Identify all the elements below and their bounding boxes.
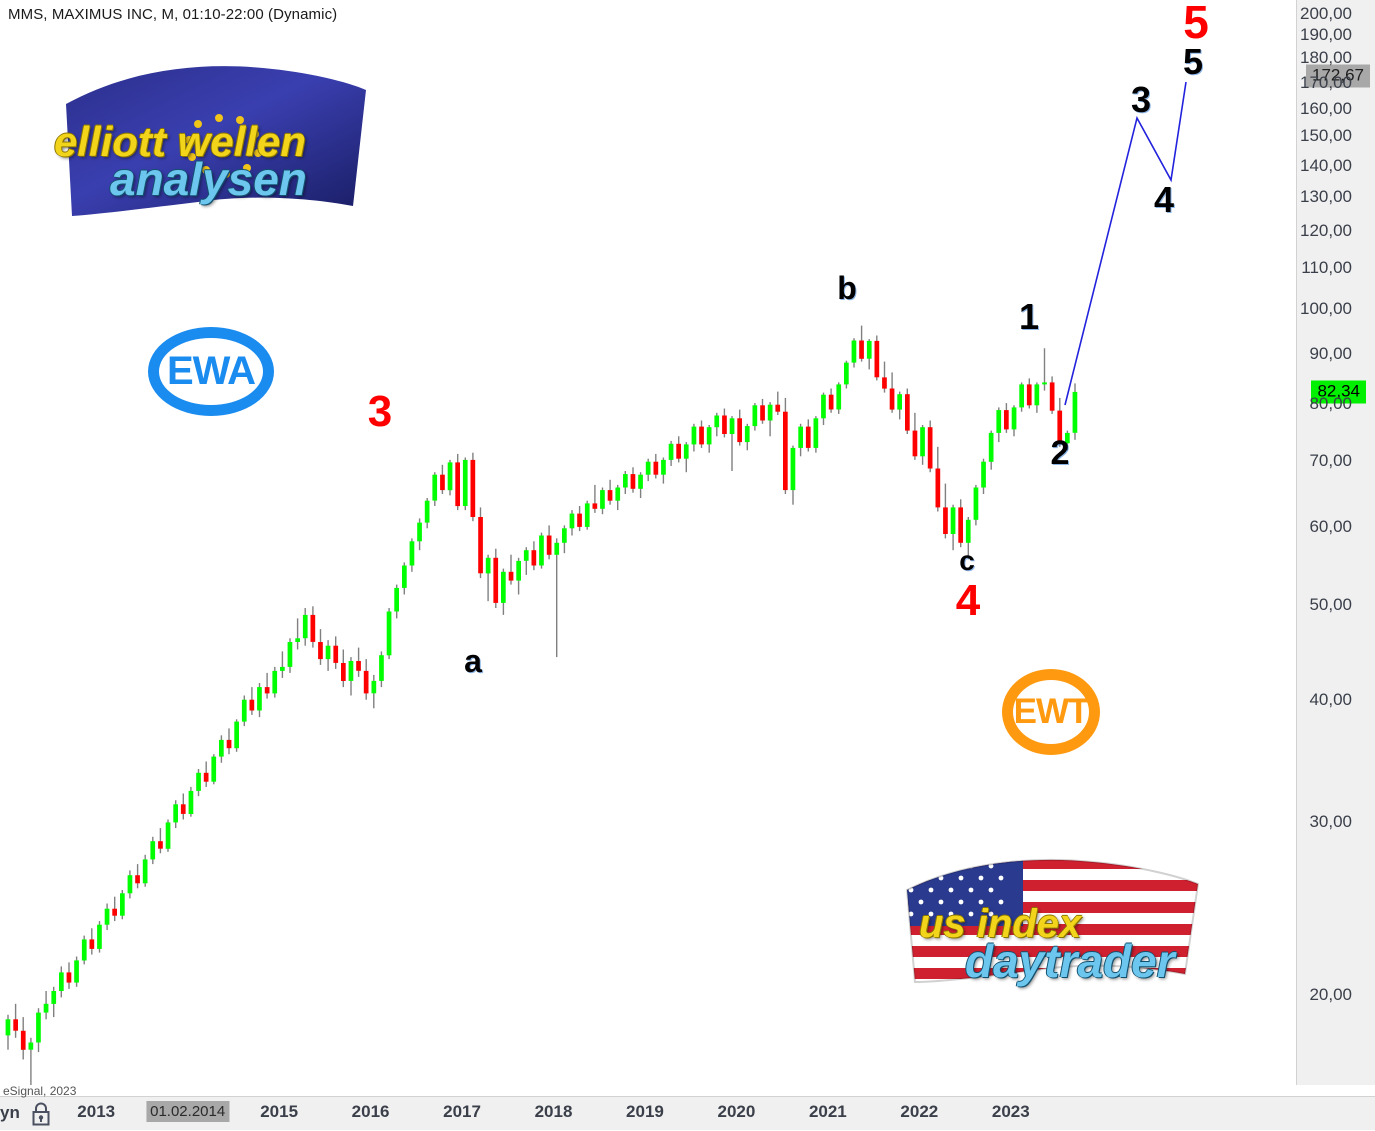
chart-title: MMS, MAXIMUS INC, M, 01:10-22:00 (Dynami… bbox=[8, 6, 338, 23]
price-tick: 160,00 bbox=[1300, 98, 1352, 118]
price-tick: 70,00 bbox=[1309, 451, 1352, 471]
wave-label-4: 4 bbox=[1153, 179, 1175, 220]
elliott-wellen-analysen-logo: elliott wellen analysen bbox=[48, 56, 378, 224]
axis-sync-label: yn bbox=[0, 1103, 20, 1122]
date-tick: 2018 bbox=[534, 1102, 573, 1121]
wave-label-3: 3 bbox=[367, 387, 393, 436]
price-tick: 20,00 bbox=[1309, 985, 1352, 1005]
price-axis[interactable]: 172,67 82,34 200,00 190,00 180,00 170,00 160… bbox=[1296, 0, 1375, 1085]
date-tick: 2021 bbox=[808, 1102, 847, 1121]
wave-label-1: 1 bbox=[1018, 296, 1040, 337]
date-tick: 2022 bbox=[900, 1102, 939, 1121]
ewa-logo-line1: elliott wellen bbox=[54, 118, 307, 165]
wave-label-3: 3 bbox=[1130, 79, 1152, 120]
wave-label-5: 5 bbox=[1182, 41, 1204, 82]
wave-label-4: 4 bbox=[955, 576, 981, 625]
ewa-badge: EWA bbox=[148, 327, 274, 416]
ewa-badge-label: EWA bbox=[166, 349, 256, 393]
usindex-logo-line1: us index bbox=[919, 902, 1082, 946]
price-tick: 90,00 bbox=[1309, 343, 1352, 363]
date-tick: 2020 bbox=[717, 1102, 756, 1121]
plot-area[interactable] bbox=[0, 0, 1296, 1085]
price-tick: 190,00 bbox=[1300, 25, 1352, 45]
date-tick: 2013 bbox=[77, 1102, 116, 1121]
us-flag-graphic bbox=[905, 858, 1200, 984]
last-price-badge: 82,34 bbox=[1311, 380, 1366, 404]
date-tick: 2023 bbox=[991, 1102, 1030, 1121]
price-tick: 40,00 bbox=[1309, 689, 1352, 709]
us-index-daytrader-logo: us index daytrader bbox=[893, 856, 1218, 988]
ewa-logo-line2: analysen bbox=[110, 153, 307, 205]
wave-projection-line bbox=[1064, 81, 1187, 406]
wave-label-b: b bbox=[837, 270, 857, 306]
wave-label-a: a bbox=[464, 643, 482, 679]
price-tick: 180,00 bbox=[1300, 48, 1352, 68]
price-tick: 130,00 bbox=[1300, 187, 1352, 207]
price-tick: 60,00 bbox=[1309, 516, 1352, 536]
date-axis[interactable]: yn 01.02.2014 2013 2015 2016 2017 2018 2019 20… bbox=[0, 1096, 1375, 1130]
price-tick: 80,00 bbox=[1309, 394, 1352, 414]
price-tick: 170,00 bbox=[1300, 72, 1352, 92]
date-tick: 2016 bbox=[351, 1102, 390, 1121]
price-tick: 100,00 bbox=[1300, 299, 1352, 319]
price-tick: 140,00 bbox=[1300, 155, 1352, 175]
price-tick: 200,00 bbox=[1300, 3, 1352, 23]
wave-label-2: 2 bbox=[1050, 434, 1070, 472]
candlestick-series bbox=[5, 325, 1078, 1085]
target-price-badge: 172,67 bbox=[1306, 64, 1370, 88]
lock-icon[interactable] bbox=[30, 1101, 52, 1131]
price-tick: 110,00 bbox=[1301, 258, 1352, 278]
wave-label-c: c bbox=[959, 545, 975, 576]
eu-flag-graphic bbox=[66, 66, 366, 216]
wave-label-5: 5 bbox=[1183, 0, 1209, 48]
date-tick: 2019 bbox=[626, 1102, 664, 1121]
copyright-text: eSignal, 2023 bbox=[3, 1084, 77, 1098]
date-tick-highlight: 01.02.2014 bbox=[146, 1101, 230, 1122]
ewt-badge-label: EWT bbox=[1013, 692, 1090, 731]
date-tick: 2017 bbox=[443, 1102, 481, 1121]
price-tick: 50,00 bbox=[1309, 594, 1352, 614]
date-tick: 2015 bbox=[260, 1102, 299, 1121]
usindex-logo-line2: daytrader bbox=[965, 935, 1175, 987]
ewt-badge: EWT bbox=[1002, 669, 1100, 755]
price-tick: 30,00 bbox=[1309, 812, 1352, 832]
price-tick: 150,00 bbox=[1300, 126, 1352, 146]
price-tick: 120,00 bbox=[1300, 221, 1352, 241]
